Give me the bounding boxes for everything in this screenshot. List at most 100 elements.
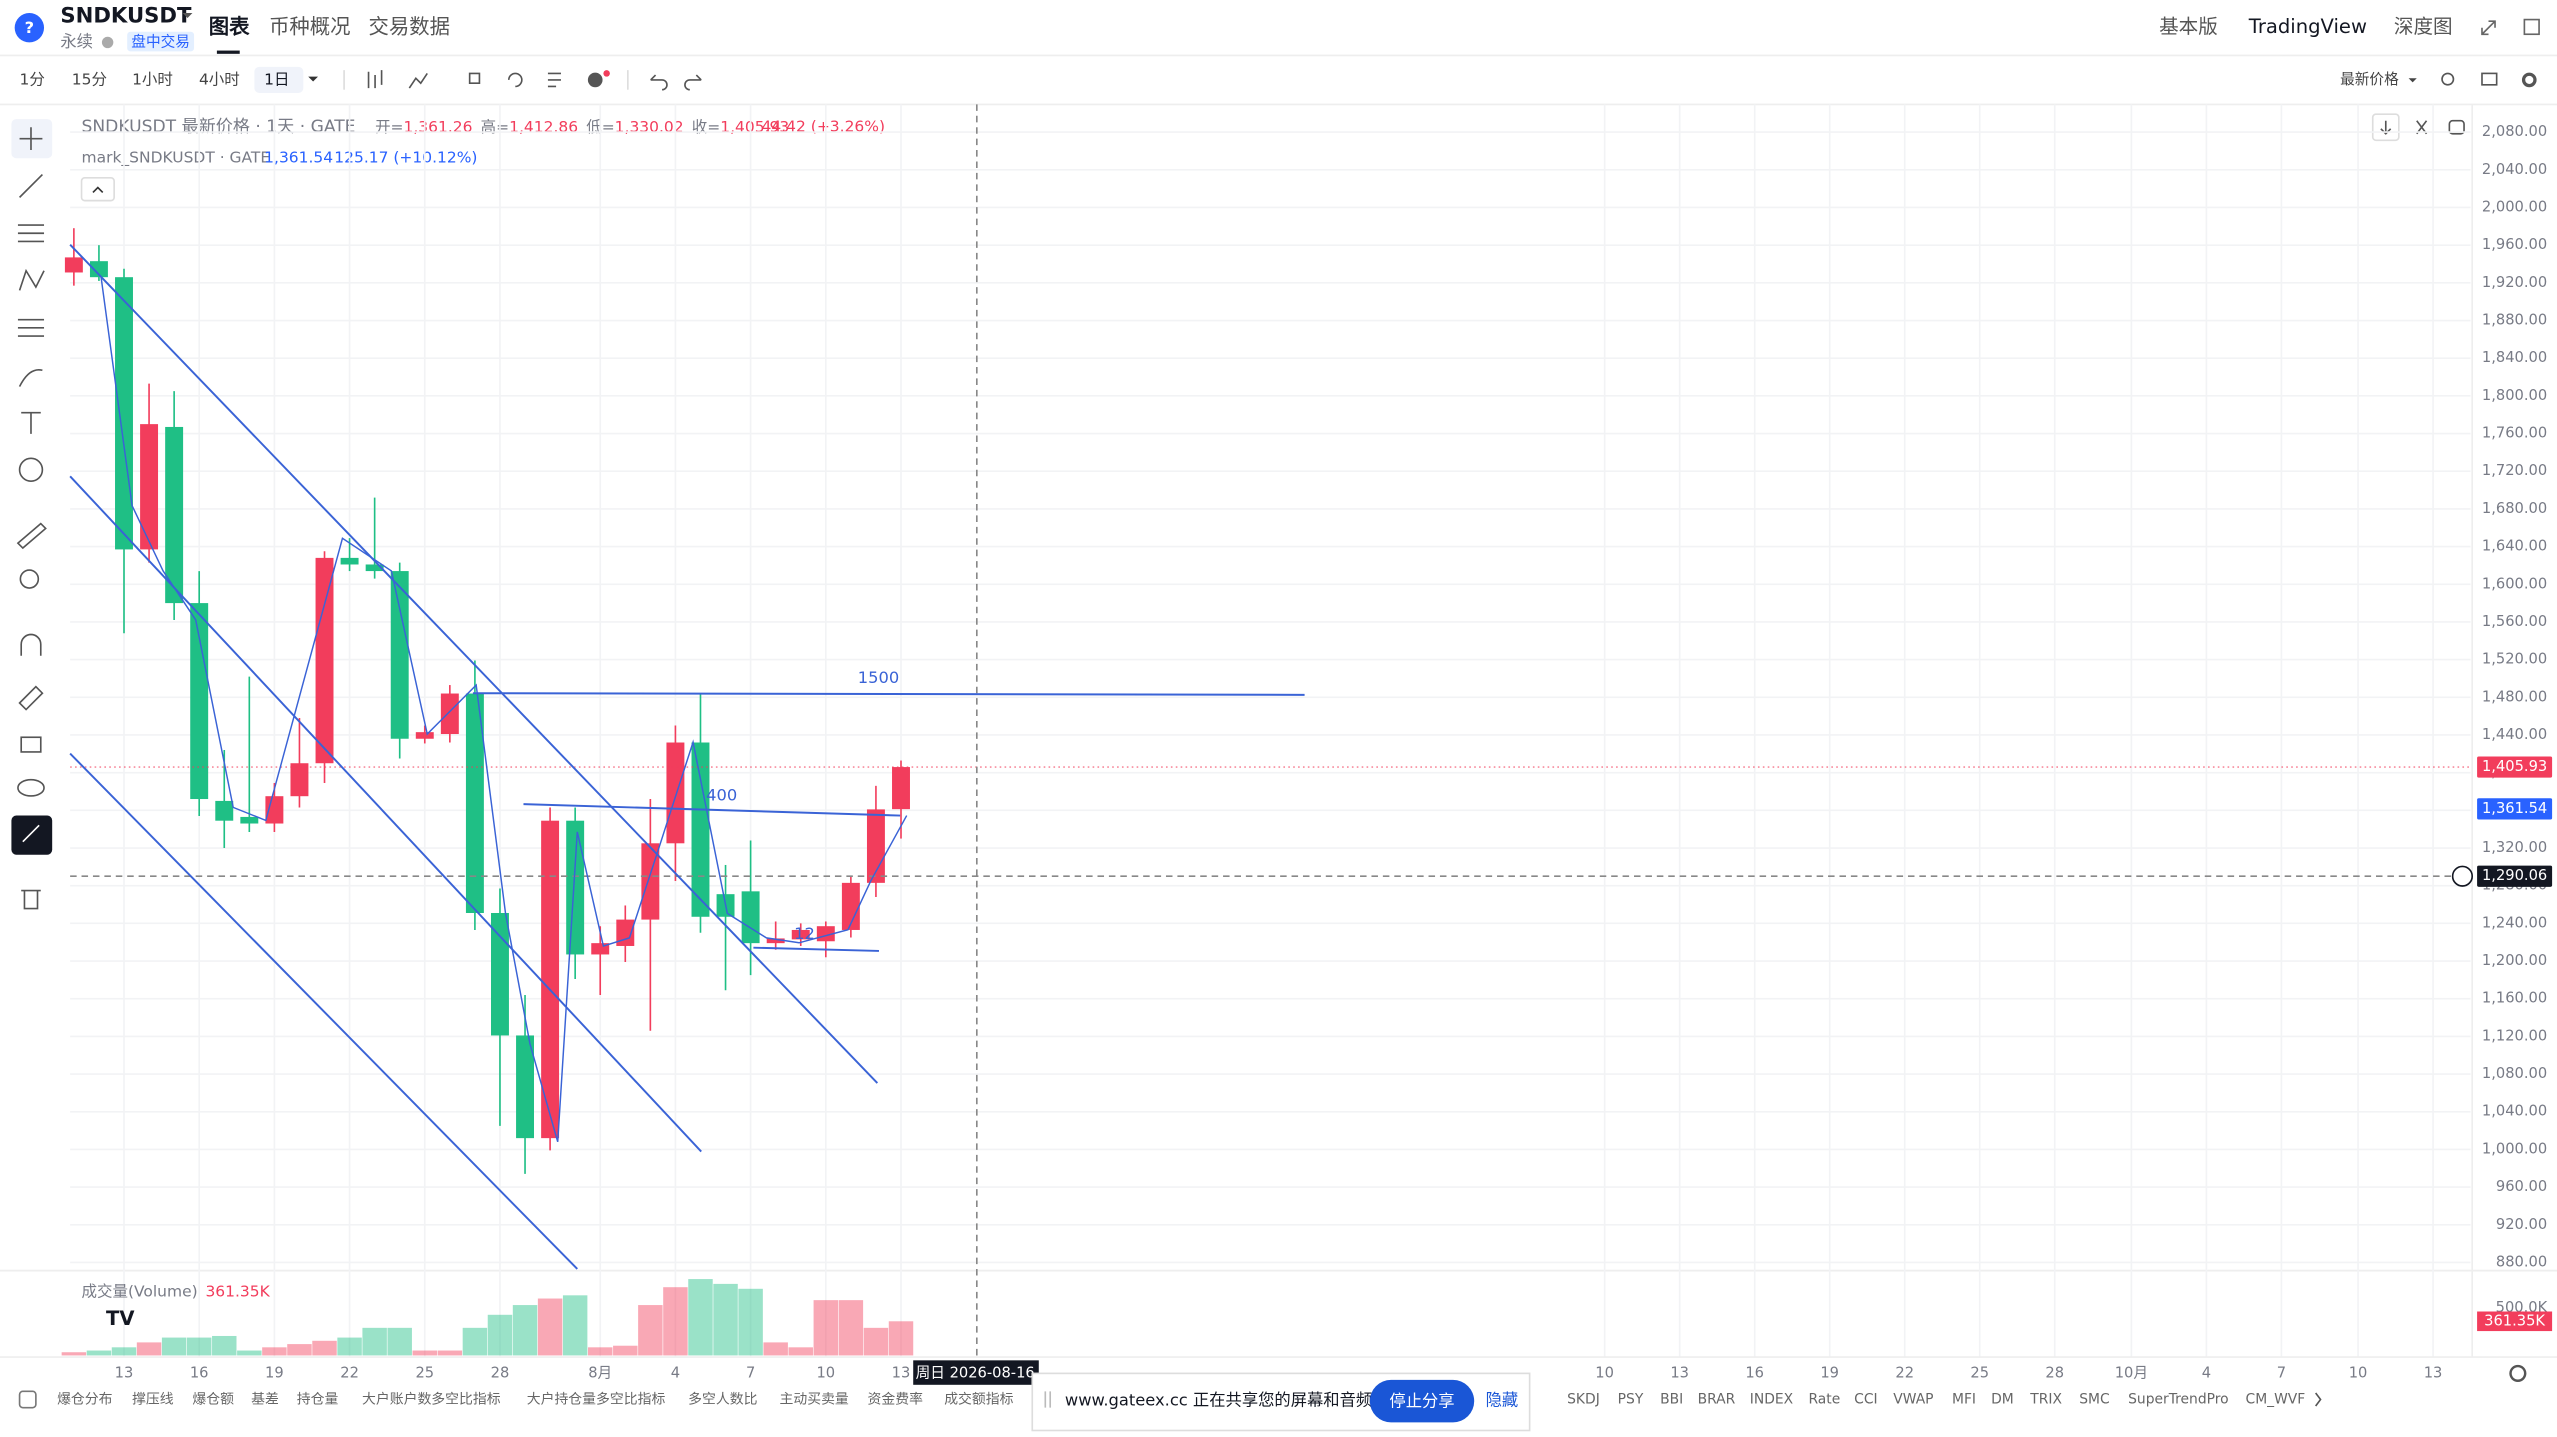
level-line: [753, 946, 879, 952]
price-source[interactable]: 最新价格: [2340, 71, 2399, 88]
scroll-right[interactable]: [2314, 1392, 2322, 1407]
candle-body: [215, 800, 234, 821]
candle-body: [240, 816, 259, 824]
path-drawing: [100, 277, 908, 1142]
volume-bar: [61, 1352, 87, 1356]
settings-icon[interactable]: [2521, 72, 2537, 88]
tool-text[interactable]: [21, 411, 41, 434]
interval[interactable]: 1分: [20, 70, 45, 88]
calendar-icon[interactable]: [18, 1390, 37, 1409]
ohlc-label: 高=: [481, 118, 509, 136]
tool-trash[interactable]: [21, 889, 41, 910]
x-tick-label: 10月: [2115, 1364, 2148, 1381]
price-tag: [2477, 798, 2553, 820]
y-tick-label: 1,720.00: [2482, 462, 2547, 479]
info-icon[interactable]: [101, 36, 114, 49]
volume-bar: [212, 1335, 237, 1356]
version-link[interactable]: 基本版: [2159, 15, 2218, 38]
indicator-tab[interactable]: CM_WVF: [2246, 1391, 2306, 1407]
indicator-tab[interactable]: SKDJ: [1567, 1391, 1600, 1407]
interval-caret[interactable]: [308, 76, 318, 82]
tool-fib[interactable]: [17, 318, 45, 337]
price-source-caret[interactable]: [2408, 78, 2417, 83]
tool-line[interactable]: [18, 173, 43, 198]
indicator-tab[interactable]: SMC: [2079, 1391, 2109, 1407]
indicator-tab[interactable]: 资金费率: [868, 1390, 924, 1407]
indicator-tab[interactable]: SuperTrendPro: [2128, 1391, 2229, 1407]
tool-link[interactable]: [22, 824, 40, 843]
x-tick-label: 25: [1970, 1364, 1989, 1381]
x-tick-label: 28: [2045, 1364, 2064, 1381]
indicator-tab[interactable]: 爆仓分布: [57, 1391, 113, 1407]
indicator-tab[interactable]: 多空人数比: [688, 1390, 757, 1407]
interval[interactable]: 4小时: [199, 70, 240, 88]
indicator-tab[interactable]: BRAR: [1698, 1391, 1736, 1407]
axis-settings-icon[interactable]: [2509, 1364, 2527, 1382]
ohlc-value: 1,330.02: [615, 118, 684, 136]
tool-icons[interactable]: [468, 72, 702, 91]
pane-button[interactable]: [2371, 113, 2400, 142]
camera-icon[interactable]: [2481, 72, 2498, 86]
volume-bar: [863, 1327, 889, 1356]
chart-type-icons[interactable]: [367, 70, 428, 89]
tool-eye[interactable]: [17, 778, 45, 797]
indicator-tab[interactable]: BBI: [1660, 1391, 1683, 1407]
version-link[interactable]: 深度图: [2394, 15, 2453, 38]
candle-body: [741, 891, 760, 944]
indicator-tab[interactable]: TRIX: [2029, 1391, 2062, 1407]
fullscreen-icon[interactable]: [2481, 20, 2496, 36]
indicator-tab[interactable]: PSY: [1618, 1391, 1644, 1407]
indicator-tab[interactable]: MFI: [1952, 1391, 1976, 1407]
volume-legend: 成交量(Volume) 361.35K TV: [82, 1282, 271, 1330]
pane-icon[interactable]: [2448, 119, 2465, 135]
tab[interactable]: 图表: [209, 15, 250, 39]
tool-cross[interactable]: [19, 127, 43, 151]
indicator-tab[interactable]: 成交额指标: [944, 1390, 1013, 1407]
indicator-icon[interactable]: [587, 72, 603, 88]
tool-magnet[interactable]: [20, 633, 42, 656]
tool-lock-draw[interactable]: [18, 685, 44, 711]
window-icon[interactable]: [2523, 18, 2540, 36]
indicator-tab[interactable]: 大户账户数多空比指标: [362, 1390, 501, 1407]
indicator-tab[interactable]: INDEX: [1750, 1391, 1794, 1407]
candle-body: [365, 564, 384, 572]
indicator-tab[interactable]: DM: [1991, 1391, 2014, 1407]
indicator-tab[interactable]: 持仓量: [297, 1391, 339, 1407]
help-icon[interactable]: [14, 13, 45, 43]
tool-lock[interactable]: [20, 736, 42, 753]
volume-bar: [838, 1300, 864, 1356]
tool-emoji[interactable]: [18, 457, 44, 482]
tool-ruler[interactable]: [16, 522, 47, 550]
indicator-tab[interactable]: Rate: [1808, 1391, 1840, 1407]
candle-body: [691, 742, 710, 917]
tool-brush[interactable]: [18, 368, 43, 387]
interval[interactable]: 1日: [264, 70, 289, 88]
indicator-tab[interactable]: 爆仓额: [192, 1391, 234, 1407]
indicator-tab[interactable]: VWAP: [1893, 1391, 1933, 1407]
indicator-tab[interactable]: 主动买卖量: [779, 1391, 848, 1407]
price-tag-label: 1,361.54: [2482, 800, 2547, 817]
collapse-button[interactable]: [80, 176, 115, 202]
indicator-tab[interactable]: 基差: [251, 1390, 279, 1407]
ohlc-label: 收=: [692, 118, 720, 136]
volume-bar: [512, 1305, 538, 1356]
indicator-tab[interactable]: CCI: [1854, 1391, 1877, 1407]
stop-button[interactable]: [1369, 1379, 1475, 1423]
tool-hlines[interactable]: [17, 224, 45, 243]
hide-link[interactable]: 隐藏: [1486, 1391, 1519, 1410]
candle-body: [440, 693, 459, 735]
tool-pattern[interactable]: [18, 268, 45, 291]
indicator-tab[interactable]: 大户持仓量多空比指标: [527, 1390, 666, 1407]
interval[interactable]: 15分: [72, 70, 107, 88]
indicator-tab[interactable]: 撑压线: [132, 1391, 174, 1407]
interval[interactable]: 1小时: [132, 70, 173, 88]
tab[interactable]: 币种概况: [269, 15, 351, 39]
tool-zoom[interactable]: [19, 569, 40, 589]
ohlc-label: 开=: [375, 118, 403, 136]
search-icon[interactable]: [2441, 72, 2455, 86]
tab[interactable]: 交易数据: [369, 15, 451, 39]
volume-bar: [387, 1327, 412, 1356]
symbol[interactable]: SNDKUSDT: [60, 2, 192, 27]
contract: 永续: [60, 32, 93, 51]
version-link[interactable]: TradingView: [2248, 15, 2367, 38]
